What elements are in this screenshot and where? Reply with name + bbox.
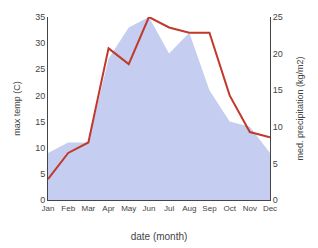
svg-text:15: 15 (273, 85, 283, 95)
svg-text:Mar: Mar (81, 204, 95, 213)
svg-text:Feb: Feb (61, 204, 75, 213)
svg-text:Jul: Jul (164, 204, 174, 213)
svg-text:10: 10 (35, 143, 45, 153)
svg-text:med. precipitation (kg/m2): med. precipitation (kg/m2) (295, 56, 305, 160)
svg-text:35: 35 (35, 12, 45, 22)
svg-text:30: 30 (35, 38, 45, 48)
svg-text:Sep: Sep (202, 204, 217, 213)
svg-text:Oct: Oct (223, 204, 236, 213)
svg-text:Aug: Aug (182, 204, 196, 213)
svg-text:10: 10 (273, 122, 283, 132)
svg-text:0: 0 (273, 195, 278, 205)
svg-text:Apr: Apr (102, 204, 115, 213)
svg-text:Jan: Jan (42, 204, 55, 213)
svg-text:May: May (121, 204, 136, 213)
svg-text:15: 15 (35, 117, 45, 127)
svg-text:max temp (C): max temp (C) (12, 81, 22, 136)
svg-text:20: 20 (35, 91, 45, 101)
svg-text:5: 5 (273, 159, 278, 169)
svg-text:0: 0 (40, 195, 45, 205)
svg-text:Dec: Dec (263, 204, 277, 213)
svg-text:25: 25 (35, 64, 45, 74)
svg-text:date (month): date (month) (131, 231, 188, 242)
svg-text:20: 20 (273, 49, 283, 59)
svg-text:Jun: Jun (142, 204, 155, 213)
svg-text:25: 25 (273, 12, 283, 22)
svg-text:Nov: Nov (243, 204, 257, 213)
svg-text:5: 5 (40, 169, 45, 179)
